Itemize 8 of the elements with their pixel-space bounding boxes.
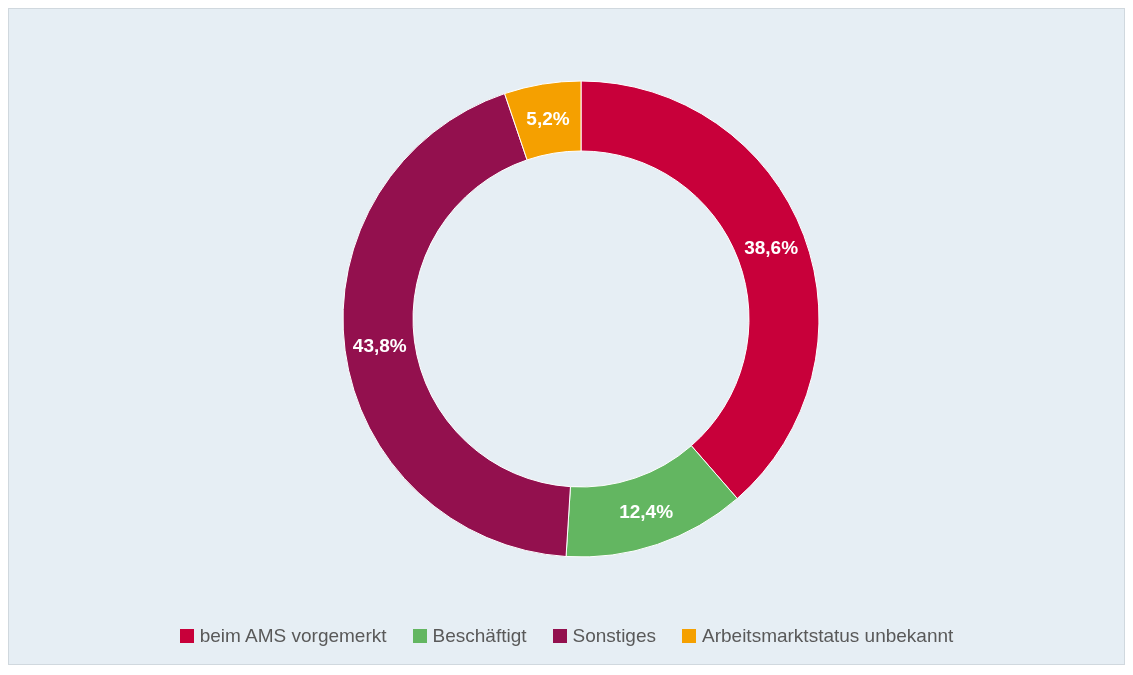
data-label: 5,2% xyxy=(526,108,570,130)
data-label: 38,6% xyxy=(744,237,799,259)
legend-label: Sonstiges xyxy=(571,625,656,647)
data-label: 12,4% xyxy=(619,500,674,522)
data-label: 43,8% xyxy=(352,335,407,357)
legend-label: beim AMS vorgemerkt xyxy=(198,625,387,647)
legend-label: Arbeitsmarktstatus unbekannt xyxy=(701,625,954,647)
legend-label: Beschäftigt xyxy=(431,625,527,647)
